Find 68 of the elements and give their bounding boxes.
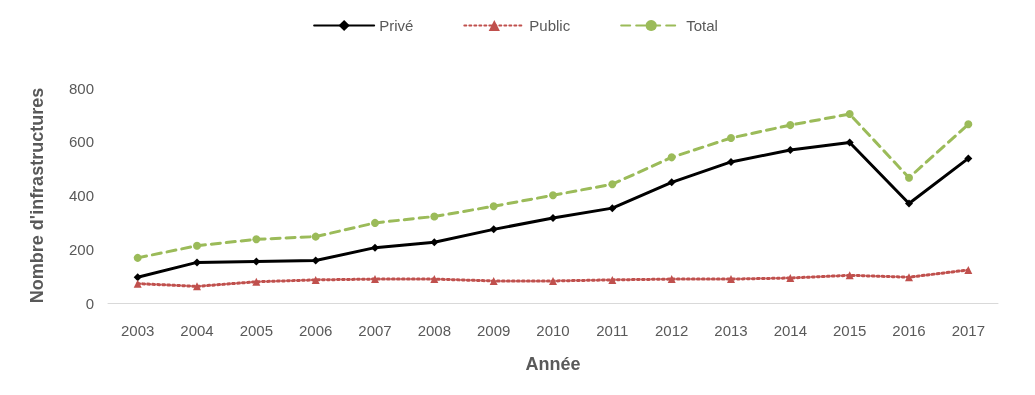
point: [964, 120, 973, 129]
point: [845, 110, 854, 119]
point: [252, 277, 261, 286]
point: [964, 265, 973, 274]
point: [133, 253, 142, 262]
x-tick-label: 2013: [714, 322, 748, 339]
point: [608, 204, 617, 213]
x-tick-label: 2010: [536, 322, 570, 339]
point: [193, 258, 201, 267]
x-tick-label: 2005: [239, 322, 274, 339]
point: [964, 154, 973, 163]
point: [845, 138, 854, 147]
point: [549, 276, 557, 285]
y-tick-label: 400: [68, 187, 94, 204]
point: [489, 202, 498, 211]
point: [727, 133, 735, 142]
y-axis-title: Nombre d'infrastructures: [27, 87, 47, 304]
point: [311, 275, 320, 284]
point: [667, 275, 676, 284]
point: [727, 275, 735, 284]
point: [133, 279, 142, 288]
x-tick-label: 2012: [654, 322, 689, 339]
point: [193, 282, 201, 291]
point: [608, 275, 617, 284]
legend-label: Public: [529, 17, 571, 34]
point: [786, 121, 795, 130]
legend-label: Privé: [379, 17, 414, 34]
point: [489, 276, 498, 285]
x-tick-label: 2008: [417, 322, 452, 339]
point: [311, 256, 320, 265]
point: [905, 199, 913, 208]
point: [905, 173, 913, 182]
x-tick-label: 2009: [476, 322, 511, 339]
point: [371, 275, 379, 284]
point: [727, 157, 735, 166]
x-axis-title: Année: [525, 354, 581, 374]
x-tick-label: 2016: [892, 322, 926, 339]
point: [786, 146, 795, 155]
x-tick-label: 2017: [951, 322, 986, 339]
x-tick-label: 2006: [298, 322, 333, 339]
point: [430, 238, 439, 247]
point: [549, 191, 557, 200]
point: [786, 274, 795, 283]
y-tick-label: 600: [68, 133, 94, 151]
point: [489, 225, 498, 234]
x-tick-label: 2011: [596, 322, 629, 339]
legend-label: Total: [686, 17, 718, 34]
point: [311, 232, 320, 241]
point: [430, 275, 439, 284]
y-tick-label: 0: [85, 294, 94, 312]
point: [193, 241, 201, 250]
x-tick-label: 2004: [180, 322, 214, 339]
point: [371, 243, 379, 252]
x-tick-label: 2015: [832, 322, 867, 339]
point: [371, 218, 379, 227]
point: [252, 235, 261, 244]
point: [549, 214, 557, 223]
point: [608, 180, 617, 189]
point: [430, 212, 439, 221]
x-tick-label: 2014: [773, 322, 808, 339]
y-tick-label: 800: [68, 79, 94, 97]
x-tick-label: 2007: [358, 322, 392, 339]
point: [667, 178, 676, 187]
point: [905, 273, 913, 282]
x-tick-label: 2003: [120, 322, 155, 339]
y-tick-label: 200: [68, 240, 94, 258]
point: [133, 273, 142, 282]
point: [667, 153, 676, 162]
